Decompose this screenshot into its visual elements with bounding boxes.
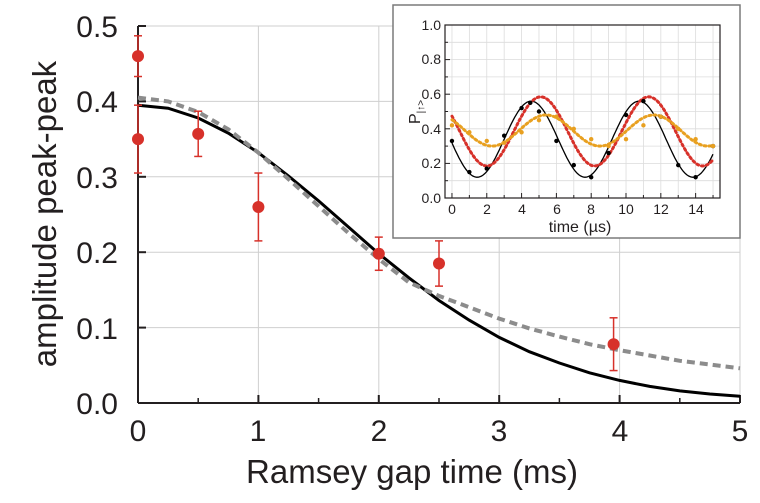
main-data-point	[252, 200, 265, 213]
x-tick-label: 4	[612, 415, 629, 448]
inset-gold-fit-curve	[450, 113, 715, 148]
inset-gold-data-point	[519, 130, 524, 135]
main-solid-fit-curve	[137, 103, 741, 398]
main-data-point	[433, 257, 445, 270]
main-data-point	[372, 247, 385, 260]
inset-gold-data-point	[536, 117, 542, 123]
x-tick-label: 5	[732, 415, 749, 448]
inset-gold-data-point	[501, 140, 507, 145]
y-tick-label: 0.5	[76, 11, 118, 44]
inset-x-tick-label: 6	[553, 201, 561, 217]
inset-x-tick-label: 8	[587, 201, 595, 217]
inset-gold-data-point	[623, 136, 629, 142]
svg-text:P|↑>: P|↑>	[407, 100, 427, 124]
inset-y-tick-label: 0.6	[422, 86, 442, 102]
inset-black-data-point	[449, 138, 455, 144]
inset-data-points	[449, 98, 716, 180]
x-tick-label: 2	[371, 415, 388, 448]
main-y-tick-labels: 0.0 0.1 0.2 0.3 0.4 0.5	[76, 11, 118, 421]
inset-black-data-point	[528, 100, 533, 106]
inset-y-title-subscript: |↑>	[416, 100, 427, 114]
inset-plot: 0.0 0.2 0.4 0.6 0.8 1.0 0 2 4 6 8 10 12 …	[392, 4, 741, 239]
inset-tick-marks	[445, 24, 714, 199]
inset-gold-data-point	[449, 123, 455, 128]
inset-black-data-point	[623, 112, 629, 118]
inset-black-data-point	[501, 133, 507, 138]
inset-gold-data-point	[658, 114, 664, 119]
inset-y-title-main: P	[407, 113, 424, 124]
inset-black-data-point	[519, 105, 524, 111]
inset-black-fit-curve	[451, 100, 714, 178]
x-axis-title: Ramsey gap time (ms)	[246, 453, 578, 490]
inset-y-tick-label: 0.8	[422, 51, 442, 67]
y-tick-label: 0.3	[76, 162, 118, 195]
inset-black-data-point	[536, 109, 542, 114]
inset-y-tick-label: 0.4	[422, 121, 442, 137]
inset-y-tick-label: 1.0	[422, 17, 442, 33]
inset-x-tick-label: 14	[688, 201, 704, 217]
inset-x-tick-label: 10	[618, 201, 634, 217]
inset-x-axis-title: time (µs)	[549, 219, 612, 236]
inset-black-data-point	[693, 175, 698, 180]
main-x-tick-labels: 0 1 2 3 4 5	[130, 415, 749, 448]
inset-black-data-point	[467, 169, 472, 175]
inset-gold-data-point	[554, 114, 559, 119]
main-dashed-fit-curve	[137, 95, 741, 371]
inset-y-tick-label: 0.2	[422, 155, 442, 171]
x-tick-label: 0	[130, 415, 147, 448]
inset-gold-data-point	[606, 143, 611, 149]
main-data-point	[132, 133, 144, 146]
inset-black-data-point	[571, 162, 576, 168]
y-tick-label: 0.1	[76, 313, 118, 346]
main-data-point	[192, 127, 205, 140]
x-tick-label: 3	[491, 415, 508, 448]
inset-y-axis-title: P|↑>	[407, 100, 427, 124]
inset-gold-data-point	[484, 138, 489, 144]
y-tick-label: 0.0	[76, 388, 118, 421]
inset-gold-data-point	[676, 126, 681, 131]
inset-black-data-point	[641, 98, 646, 104]
inset-black-data-point	[554, 138, 559, 144]
inset-gold-data-point	[589, 136, 594, 142]
y-tick-label: 0.2	[76, 237, 118, 270]
inset-x-tick-labels: 0 2 4 6 8 10 12 14	[448, 201, 704, 217]
inset-frame	[392, 4, 741, 239]
main-fit-curves	[137, 95, 741, 398]
inset-x-tick-label: 2	[483, 201, 491, 217]
inset-black-data-point	[676, 162, 681, 168]
main-data-point	[607, 338, 620, 351]
inset-gold-data-point	[641, 123, 646, 128]
inset-gold-data-point	[693, 136, 698, 142]
main-data-points	[132, 35, 620, 372]
inset-x-tick-label: 4	[518, 201, 526, 217]
main-tick-marks	[137, 25, 741, 404]
y-axis-title: amplitude peak-peak	[26, 60, 63, 367]
inset-black-data-point	[484, 166, 489, 171]
inset-gold-data-point	[467, 130, 472, 135]
inset-x-tick-label: 0	[448, 201, 456, 217]
inset-y-tick-labels: 0.0 0.2 0.4 0.6 0.8 1.0	[422, 17, 442, 206]
inset-fit-curves	[450, 95, 715, 178]
inset-x-tick-label: 12	[653, 201, 669, 217]
inset-gold-data-point	[710, 143, 716, 149]
x-tick-label: 1	[250, 415, 267, 448]
inset-black-data-point	[589, 175, 594, 180]
inset-black-data-point	[606, 150, 611, 156]
inset-gold-data-point	[571, 126, 576, 131]
y-tick-label: 0.4	[76, 86, 118, 119]
main-data-point	[132, 50, 144, 63]
inset-y-tick-label: 0.0	[422, 190, 442, 206]
